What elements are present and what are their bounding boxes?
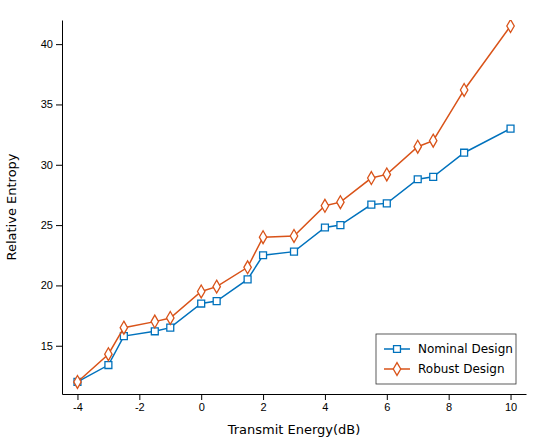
marker xyxy=(198,300,205,307)
chart: -4 -2 0 2 4 6 8 10 15 20 25 30 35 40 Nominal Design Rob… xyxy=(0,0,546,446)
series xyxy=(74,20,515,388)
y-tick-label: 35 xyxy=(41,98,53,110)
marker xyxy=(337,196,344,209)
marker xyxy=(213,298,220,305)
marker xyxy=(507,125,514,132)
y-tick: 35 xyxy=(41,98,62,110)
x-tick-mark xyxy=(201,394,202,400)
y-axis-line xyxy=(62,21,63,395)
y-tick: 40 xyxy=(41,38,62,50)
x-tick-label: 6 xyxy=(384,401,390,413)
x-tick: 6 xyxy=(384,394,390,413)
marker xyxy=(120,321,127,334)
y-tick-mark xyxy=(56,346,62,347)
x-axis: -4 -2 0 2 4 6 8 10 xyxy=(63,394,527,413)
x-axis-line xyxy=(63,394,527,395)
x-tick: -4 xyxy=(73,394,83,413)
marker xyxy=(151,315,158,328)
y-tick-label: 30 xyxy=(41,159,53,171)
marker xyxy=(430,173,437,180)
x-tick-label: 8 xyxy=(446,401,452,413)
y-tick-mark xyxy=(56,165,62,166)
x-tick: 0 xyxy=(199,394,205,413)
x-tick: 10 xyxy=(505,394,517,413)
x-tick: 2 xyxy=(261,394,267,413)
y-tick-label: 40 xyxy=(41,38,53,50)
legend-marker xyxy=(393,363,400,376)
marker xyxy=(368,172,375,185)
x-tick-mark xyxy=(77,394,78,400)
marker xyxy=(321,224,328,231)
marker xyxy=(291,248,298,255)
marker xyxy=(368,201,375,208)
y-tick: 25 xyxy=(41,219,62,231)
x-tick-mark xyxy=(263,394,264,400)
marker xyxy=(337,222,344,229)
y-tick-mark xyxy=(56,225,62,226)
marker xyxy=(105,362,112,369)
x-tick-mark xyxy=(449,394,450,400)
marker xyxy=(507,20,514,32)
marker xyxy=(383,168,390,181)
legend-item: Robust Design xyxy=(384,362,505,376)
legend-marker xyxy=(394,346,401,353)
data-area xyxy=(74,20,515,388)
x-tick: 4 xyxy=(322,394,328,413)
x-tick-label: -4 xyxy=(73,401,83,413)
marker xyxy=(321,199,328,212)
marker xyxy=(74,375,81,388)
y-tick-mark xyxy=(56,44,62,45)
legend-item: Nominal Design xyxy=(384,342,513,356)
marker xyxy=(383,200,390,207)
x-tick-mark xyxy=(325,394,326,400)
legend-frame xyxy=(376,334,516,384)
marker xyxy=(429,134,436,147)
legend: Nominal Design Robust Design xyxy=(376,334,516,384)
x-tick-label: 2 xyxy=(261,401,267,413)
marker xyxy=(260,252,267,259)
marker xyxy=(461,149,468,156)
x-tick-label: 0 xyxy=(199,401,205,413)
legend-label: Robust Design xyxy=(418,362,505,376)
y-tick: 20 xyxy=(41,279,62,291)
marker xyxy=(167,312,174,325)
series-line xyxy=(77,26,510,382)
y-tick: 15 xyxy=(41,340,62,352)
marker xyxy=(414,140,421,153)
y-axis-title: Relative Entropy xyxy=(4,153,19,260)
y-tick-mark xyxy=(56,104,62,105)
x-tick-label: -2 xyxy=(135,401,145,413)
series xyxy=(74,125,514,385)
marker xyxy=(105,348,112,361)
y-tick-label: 15 xyxy=(41,340,53,352)
marker xyxy=(213,280,220,293)
legend-label: Nominal Design xyxy=(418,342,513,356)
x-tick: -2 xyxy=(135,394,145,413)
marker xyxy=(290,230,297,243)
x-tick-mark xyxy=(511,394,512,400)
y-tick-mark xyxy=(56,285,62,286)
y-tick-label: 20 xyxy=(41,279,53,291)
marker xyxy=(414,176,421,183)
y-tick-label: 25 xyxy=(41,219,53,231)
x-tick-mark xyxy=(139,394,140,400)
marker xyxy=(259,231,266,244)
x-tick-label: 4 xyxy=(322,401,328,413)
marker xyxy=(244,276,251,283)
y-axis: 15 20 25 30 35 40 xyxy=(41,21,63,395)
plot: -4 -2 0 2 4 6 8 10 15 20 25 30 35 40 Nominal Design Rob… xyxy=(41,20,527,413)
marker xyxy=(460,84,467,97)
y-tick: 30 xyxy=(41,159,62,171)
marker xyxy=(244,261,251,274)
marker xyxy=(197,285,204,298)
x-tick: 8 xyxy=(446,394,452,413)
x-axis-title: Transmit Energy(dB) xyxy=(227,422,361,437)
x-tick-mark xyxy=(387,394,388,400)
x-tick-label: 10 xyxy=(505,401,517,413)
